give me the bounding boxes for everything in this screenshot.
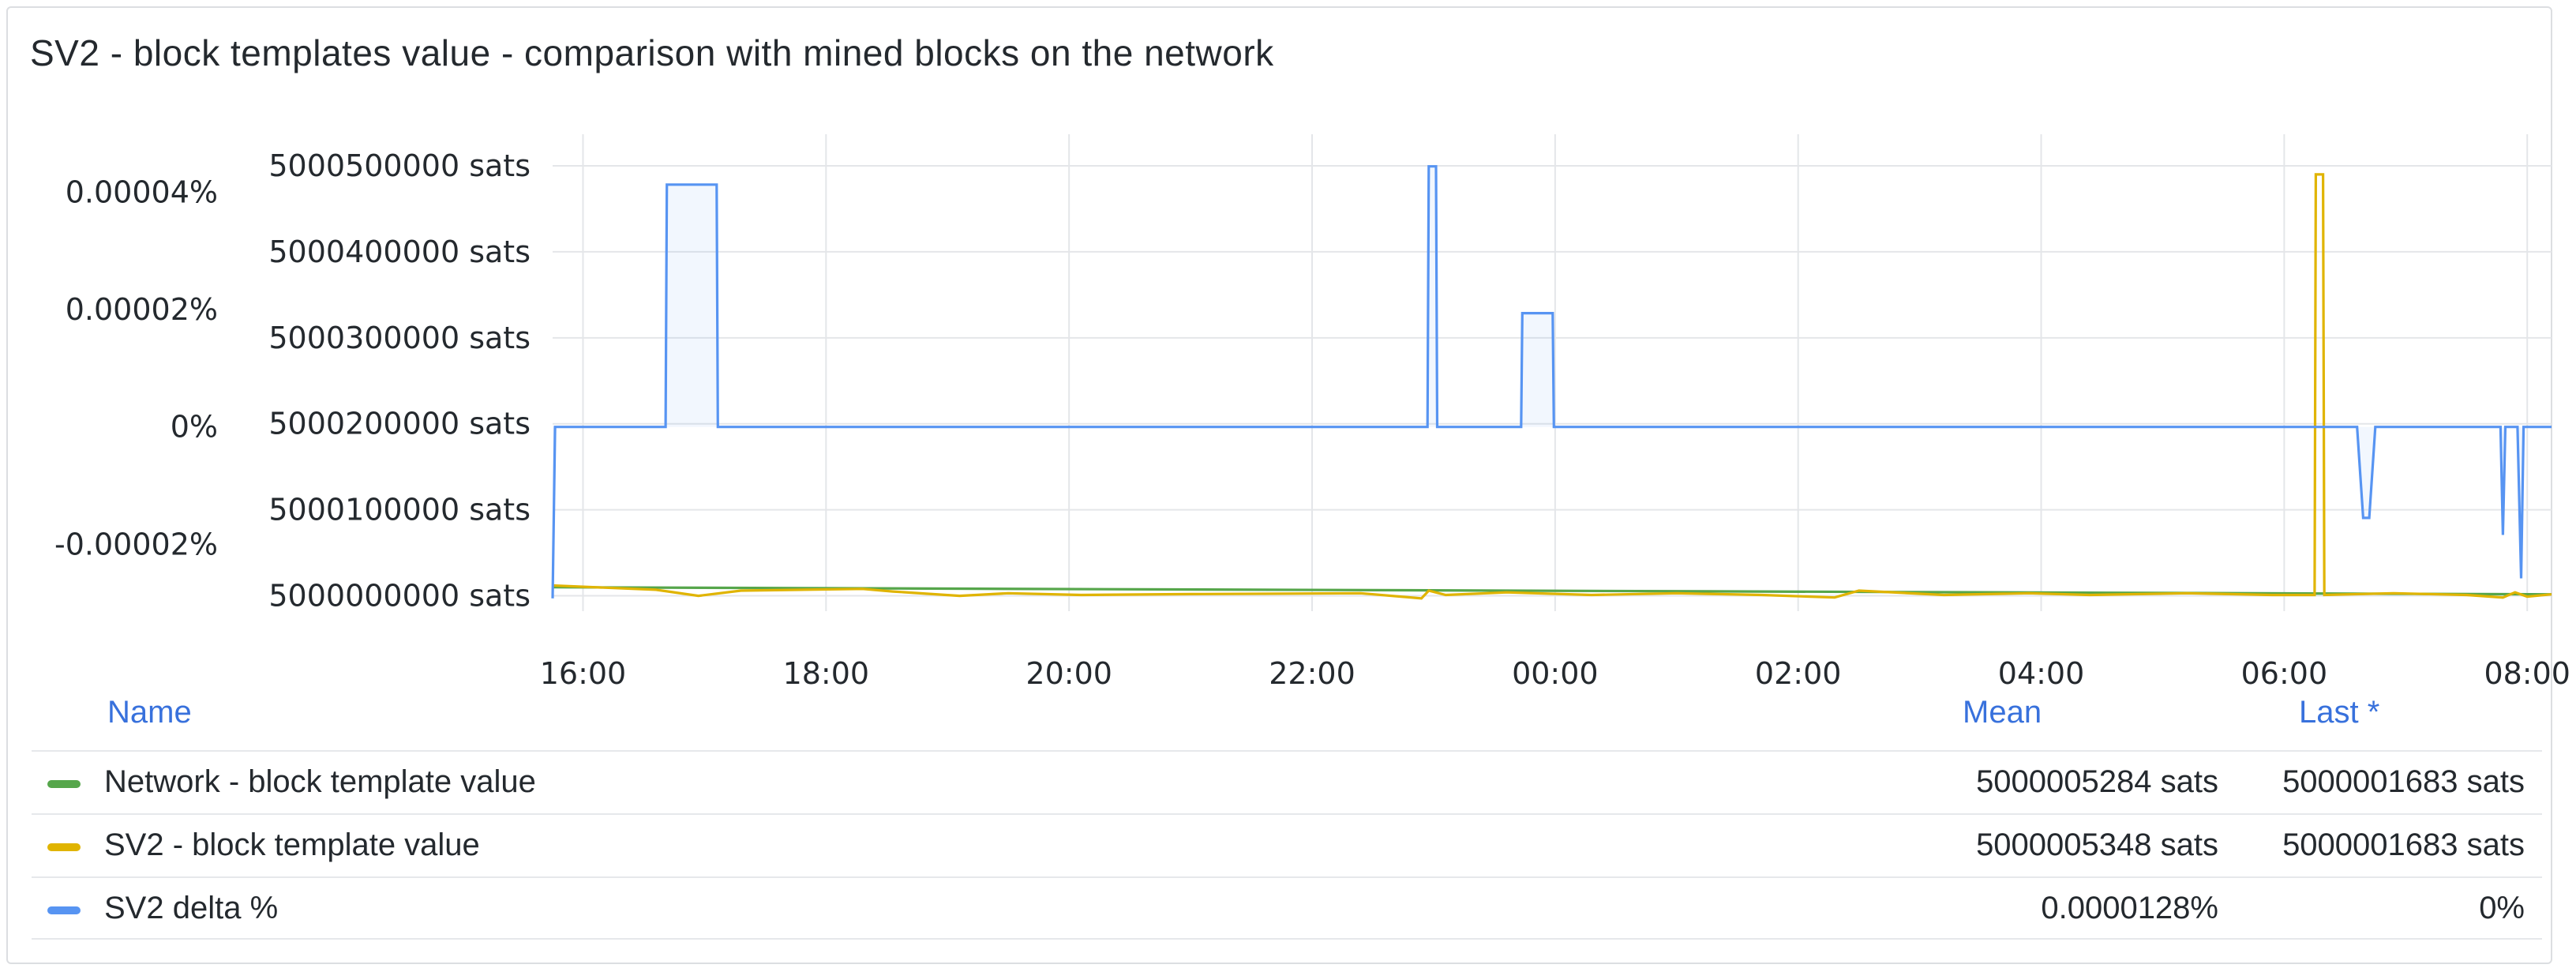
x-tick-label: 16:00 xyxy=(540,656,627,691)
y-right-tick-label: 5000400000 sats xyxy=(268,235,531,269)
legend-header-name[interactable]: Name xyxy=(107,695,192,730)
legend-mean-value: 5000005348 sats xyxy=(1976,828,2218,862)
x-tick-label: 18:00 xyxy=(783,656,870,691)
x-tick-label: 08:00 xyxy=(2484,656,2570,691)
x-tick-label: 02:00 xyxy=(1755,656,1842,691)
legend-last-value: 0% xyxy=(2479,891,2525,925)
y-right-tick-label: 5000100000 sats xyxy=(268,493,531,527)
legend-last-value: 5000001683 sats xyxy=(2282,828,2525,862)
legend-mean-value: 0.0000128% xyxy=(2041,891,2218,925)
legend-row-sv2-delta[interactable]: SV2 delta % 0.0000128% 0% xyxy=(32,876,2542,940)
x-tick-label: 20:00 xyxy=(1026,656,1112,691)
y-left-tick-label: 0.00002% xyxy=(66,292,218,327)
y-right-tick-label: 5000200000 sats xyxy=(268,407,531,441)
legend-last-value: 5000001683 sats xyxy=(2282,764,2525,799)
legend-row-network[interactable]: Network - block template value 500000528… xyxy=(32,750,2542,813)
chart-plot: 16:00 18:00 20:00 22:00 00:00 02:00 04:00 06:00… xyxy=(54,134,2570,691)
y-left-tick-label: -0.00002% xyxy=(54,527,218,561)
y-right-tick-label: 5000300000 sats xyxy=(268,321,531,355)
legend-row-sv2-value[interactable]: SV2 - block template value 5000005348 sa… xyxy=(32,813,2542,876)
legend-header-last[interactable]: Last * xyxy=(2299,695,2380,730)
legend-series-name[interactable]: Network - block template value xyxy=(104,764,536,799)
legend-header-mean[interactable]: Mean xyxy=(1963,695,2042,730)
x-tick-label: 04:00 xyxy=(1998,656,2085,691)
legend-mean-value: 5000005284 sats xyxy=(1976,764,2218,799)
panel-title: SV2 - block templates value - comparison… xyxy=(30,32,1274,73)
legend-swatch-network xyxy=(47,780,81,788)
legend-swatch-sv2-value xyxy=(47,843,81,851)
series-line-sv2-value xyxy=(552,173,2552,600)
y-left-tick-label: 0% xyxy=(171,410,218,445)
legend-series-name[interactable]: SV2 delta % xyxy=(104,891,279,925)
y-left-tick-label: 0.00004% xyxy=(66,175,218,209)
x-tick-label: 00:00 xyxy=(1512,656,1599,691)
legend-swatch-sv2-delta xyxy=(47,906,81,914)
y-right-tick-label: 5000000000 sats xyxy=(268,579,531,614)
series-area-sv2-delta xyxy=(553,166,2552,599)
x-tick-label: 06:00 xyxy=(2241,656,2328,691)
x-tick-label: 22:00 xyxy=(1269,656,1355,691)
y-right-tick-label: 5000500000 sats xyxy=(268,148,531,183)
legend-series-name[interactable]: SV2 - block template value xyxy=(104,828,480,862)
series-line-sv2-delta xyxy=(551,165,2552,599)
